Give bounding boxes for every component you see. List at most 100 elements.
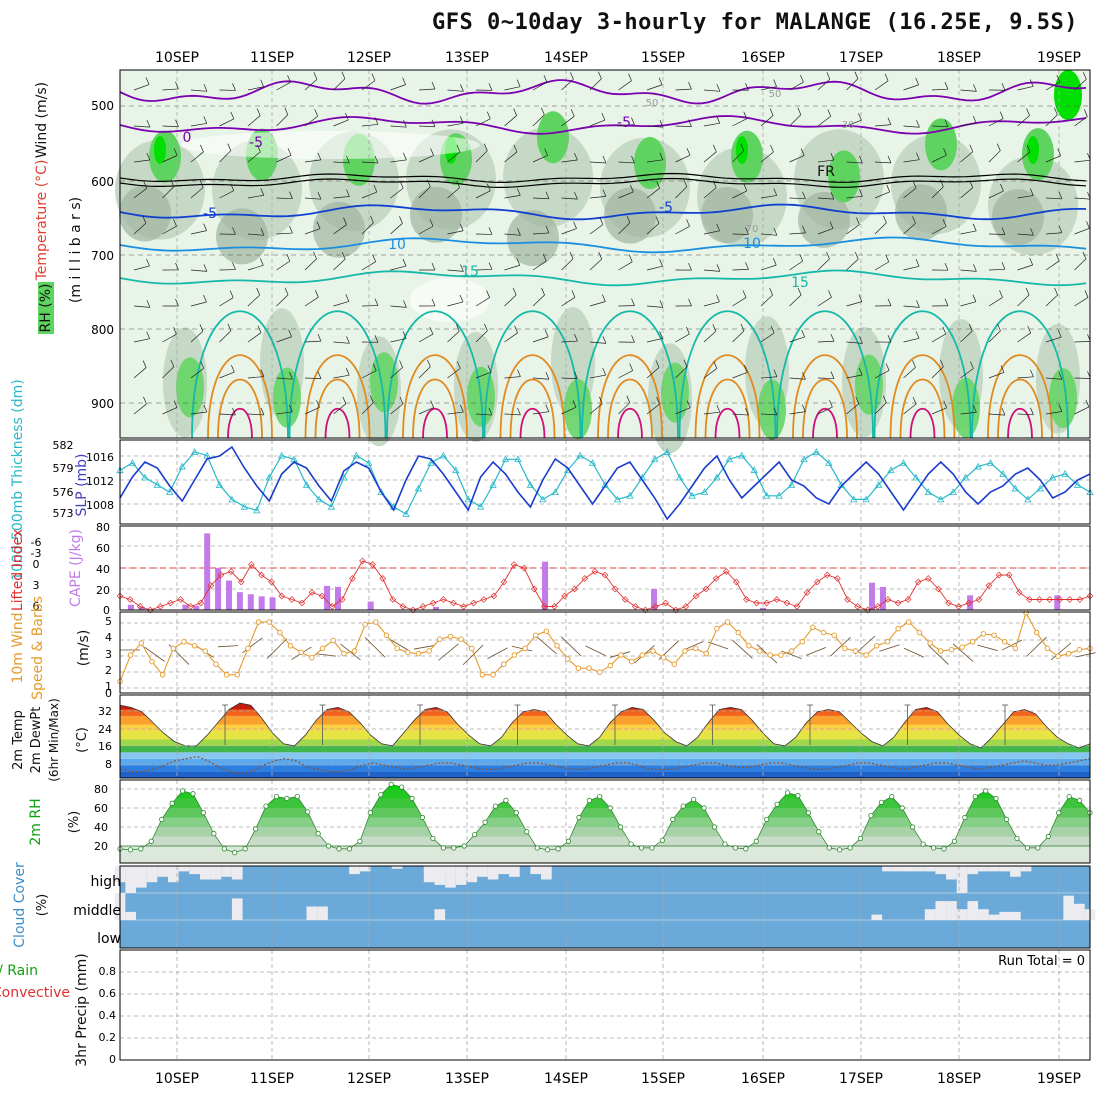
wind-barb	[686, 326, 690, 335]
thickness-point	[153, 480, 161, 488]
cloud-frame	[119, 865, 1091, 949]
date-tick-top: 19SEP	[1037, 50, 1081, 66]
wind-barb	[846, 258, 859, 271]
wind-barb	[504, 233, 521, 236]
wind-barb	[675, 333, 690, 343]
lifted-index-point	[1046, 596, 1053, 603]
rh-point	[1066, 793, 1072, 800]
thickness-point	[377, 488, 385, 495]
date-tick-top: 11SEP	[250, 50, 294, 66]
wind-barb	[1054, 287, 1058, 296]
lifted-index-point	[621, 596, 629, 603]
temperature-arch	[694, 354, 761, 439]
date-tick-top: 16SEP	[741, 50, 785, 66]
wind-barb	[631, 155, 635, 164]
lifted-index-point	[318, 592, 326, 600]
wind-barb	[675, 407, 691, 415]
wind-tick: 5	[105, 615, 112, 628]
wind-barb	[361, 222, 374, 235]
rh-point	[868, 812, 874, 819]
wind-barb	[430, 148, 434, 156]
wind-barb	[716, 294, 720, 302]
lifted-index-point	[258, 571, 265, 579]
contour-label: 15	[791, 275, 809, 291]
temperature-band	[120, 709, 1090, 716]
wind-barb	[916, 152, 920, 160]
wind-barb	[429, 219, 434, 227]
cloud-high	[903, 866, 915, 872]
rh-point	[513, 810, 519, 816]
isotherm-line	[119, 203, 1087, 221]
temperature-arch	[873, 310, 972, 439]
dewpoint-line	[119, 755, 1091, 775]
wind-barb	[769, 287, 773, 296]
wind-barb	[1017, 115, 1030, 127]
date-tick-top: 17SEP	[839, 50, 883, 66]
wind-barb	[626, 395, 631, 403]
wind-barb	[688, 81, 692, 90]
lifted-index-point	[783, 599, 791, 607]
wind-barb	[418, 125, 435, 128]
temperature-arch	[802, 378, 848, 439]
rh-point	[607, 805, 613, 811]
wind-barb	[504, 332, 518, 343]
lifted-index-point	[854, 603, 861, 610]
wind-barb	[333, 119, 349, 127]
temperature-arch	[519, 408, 546, 439]
lifted-index-point	[1036, 596, 1043, 603]
wind-barb	[646, 187, 660, 199]
wind-barb	[341, 71, 346, 79]
wind-speed-point	[650, 648, 656, 654]
temp-tick: 32	[98, 705, 112, 718]
wind-barb	[438, 643, 459, 661]
wind-tick: 2	[105, 664, 112, 677]
wind-barb	[247, 265, 264, 271]
rh-point	[910, 824, 916, 830]
temperature-arch	[509, 378, 556, 439]
wind-speed-point	[810, 624, 816, 631]
wind-barb	[1000, 183, 1004, 192]
wind-speed-point	[980, 631, 987, 637]
rh-point	[503, 797, 509, 804]
wind-barb	[561, 197, 578, 200]
wind-barb	[390, 159, 407, 163]
thickness-point	[452, 466, 460, 474]
wind-barb	[190, 187, 204, 199]
wind-barb	[952, 643, 974, 662]
wind-barb	[915, 259, 920, 267]
rh-point	[378, 792, 384, 798]
wind-barb	[133, 403, 147, 415]
wind-barb	[372, 363, 377, 371]
cape-bar	[433, 606, 440, 610]
cloud-cover-panel: high middle low	[73, 865, 1096, 949]
contour-label: 10	[388, 237, 406, 253]
lifted-index-point	[813, 578, 821, 586]
lifted-index-point	[611, 585, 619, 593]
wind-barb	[659, 120, 664, 128]
wind-barb	[1000, 365, 1005, 373]
wind-barb	[973, 264, 977, 272]
wind-barb	[1017, 195, 1034, 199]
cloud-high	[466, 866, 478, 883]
wind-barb	[1029, 188, 1034, 196]
lifted-index-point	[116, 592, 124, 600]
wind-barb	[916, 300, 920, 308]
wind-label: 10m Wind	[10, 612, 26, 683]
wind-barb	[1017, 332, 1031, 343]
temperature-arch	[776, 310, 874, 439]
cape-bar	[324, 585, 331, 610]
wind-barb	[703, 411, 720, 415]
wind-barb	[1001, 83, 1006, 91]
wind-barb	[789, 260, 803, 271]
temperature-axis-label: Temperature (°C)	[34, 160, 50, 282]
wind-barb	[1030, 407, 1034, 415]
wind-barb	[789, 197, 806, 200]
slp-thickness-panel: 582 579 576 573 1016 1012 1008	[53, 439, 1094, 525]
wind-barb	[361, 370, 377, 379]
thickness-point	[663, 448, 671, 455]
wind-barb	[532, 114, 545, 127]
lifted-index-point	[126, 596, 134, 603]
rh-point	[1076, 797, 1083, 804]
wind-barb	[276, 81, 291, 91]
